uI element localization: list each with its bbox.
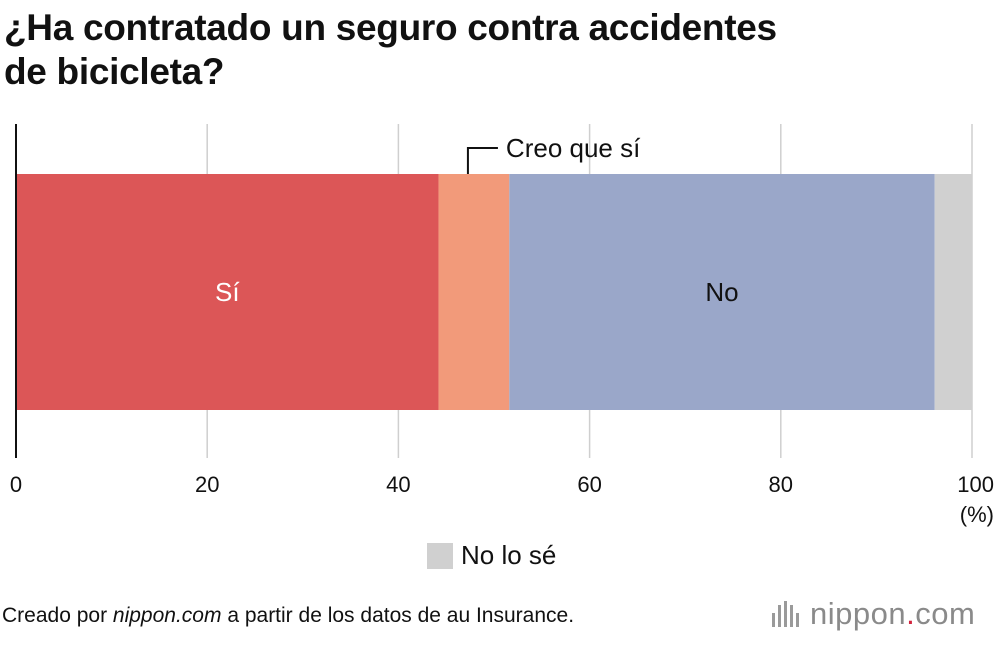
bar-segment-2 — [509, 174, 935, 410]
logo-word: nippon — [810, 596, 907, 631]
callout-leader — [466, 147, 498, 174]
chart-title-line-1: ¿Ha contratado un seguro contra accident… — [4, 7, 777, 48]
source-prefix: Creado por — [2, 604, 113, 627]
logo-bars-icon — [772, 601, 802, 627]
tick-label-60: 60 — [577, 472, 601, 497]
source-site: nippon.com — [112, 604, 222, 627]
bar-label-1: Creo que sí — [506, 133, 641, 163]
tick-label-40: 40 — [386, 472, 410, 497]
bar-segment-0 — [16, 174, 439, 410]
tick-label-20: 20 — [195, 472, 219, 497]
stacked-bar-chart: Sí Creo que sí No 0 20 40 60 80 100 (%) — [10, 124, 994, 527]
bar-label-0: Sí — [215, 277, 240, 307]
source-suffix: a partir de los datos de au Insurance. — [221, 604, 575, 627]
logo-tld: com — [915, 596, 976, 631]
chart-title: ¿Ha contratado un seguro contra accident… — [4, 6, 964, 94]
x-unit-label: (%) — [960, 502, 994, 527]
chart-title-line-2: de bicicleta? — [4, 51, 225, 92]
legend: No lo sé — [427, 540, 556, 571]
tick-label-0: 0 — [10, 472, 22, 497]
logo-dot: . — [906, 596, 916, 631]
tick-label-80: 80 — [769, 472, 793, 497]
logo-text: nippon.com — [810, 596, 975, 632]
legend-swatch — [427, 542, 453, 569]
legend-label: No lo sé — [461, 540, 557, 570]
bar-label-2: No — [705, 277, 738, 307]
bar-segment-3 — [934, 174, 972, 410]
source-note: Creado por nippon.com a partir de los da… — [2, 604, 574, 628]
nippon-logo: nippon.com — [772, 596, 975, 632]
tick-label-100: 100 — [957, 472, 994, 497]
bar-segment-1 — [438, 174, 510, 410]
